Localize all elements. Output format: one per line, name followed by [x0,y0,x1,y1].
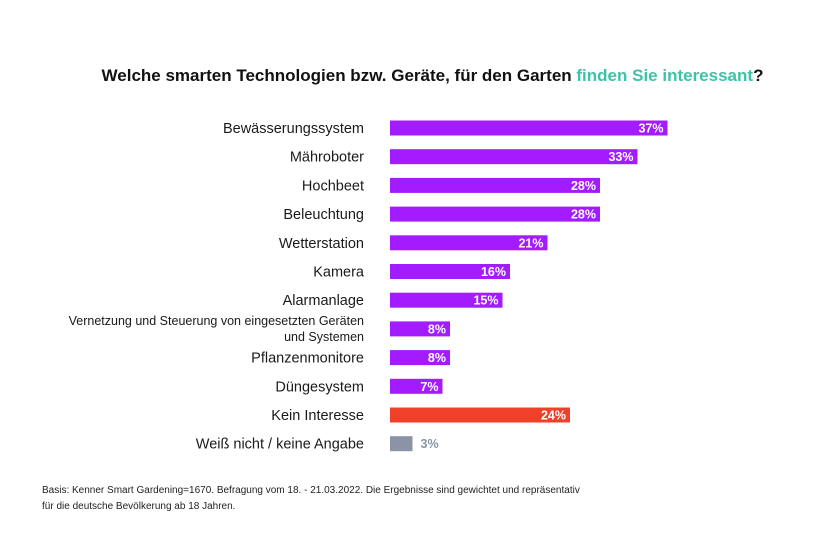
value-label: 33% [608,150,633,164]
value-label: 21% [518,236,543,250]
title-end: ? [753,66,764,85]
bar-chart: Bewässerungssystem 37% Mähroboter 33% Hochbe… [69,120,668,453]
bar [390,264,510,279]
value-label: 24% [541,409,566,423]
value-label: 8% [428,322,446,336]
bar [390,235,548,251]
value-label: 28% [571,208,596,222]
bar [390,378,443,394]
value-label: 8% [428,351,446,365]
category-label: Kein Interesse [271,408,364,424]
bar [390,436,413,452]
bar [390,407,570,423]
value-label: 28% [571,179,596,193]
title-accent: finden Sie interessant [576,66,754,85]
category-label: Hochbeet [302,178,364,194]
value-label: 37% [638,122,663,136]
category-label: Weiß nicht / keine Angabe [196,437,364,453]
bar [390,321,450,337]
value-label: 7% [420,380,438,394]
category-label: Pflanzenmonitore [251,351,364,367]
category-label: Wetterstation [279,236,364,252]
bar [390,350,450,366]
bar [390,177,600,193]
category-label: Alarmanlage [283,293,364,309]
category-label: Bewässerungssystem [223,121,364,137]
value-label: 16% [481,265,506,279]
category-label: Mähroboter [290,150,364,166]
category-label: Vernetzung und Steuerung von eingesetzte… [69,314,364,344]
category-label: Düngesystem [275,379,364,395]
bar [390,120,668,136]
chart-title: Welche smarten Technologien bzw. Geräte,… [60,64,805,87]
bar [390,292,503,308]
bar [390,206,600,222]
title-text: Welche smarten Technologien bzw. Geräte,… [101,66,577,85]
category-label: Kamera [313,265,365,281]
bar [390,149,638,165]
footnote: Basis: Kenner Smart Gardening=1670. Befr… [42,485,580,512]
category-label: Beleuchtung [283,207,364,223]
value-label: 15% [473,294,498,308]
value-label: 3% [421,437,439,451]
